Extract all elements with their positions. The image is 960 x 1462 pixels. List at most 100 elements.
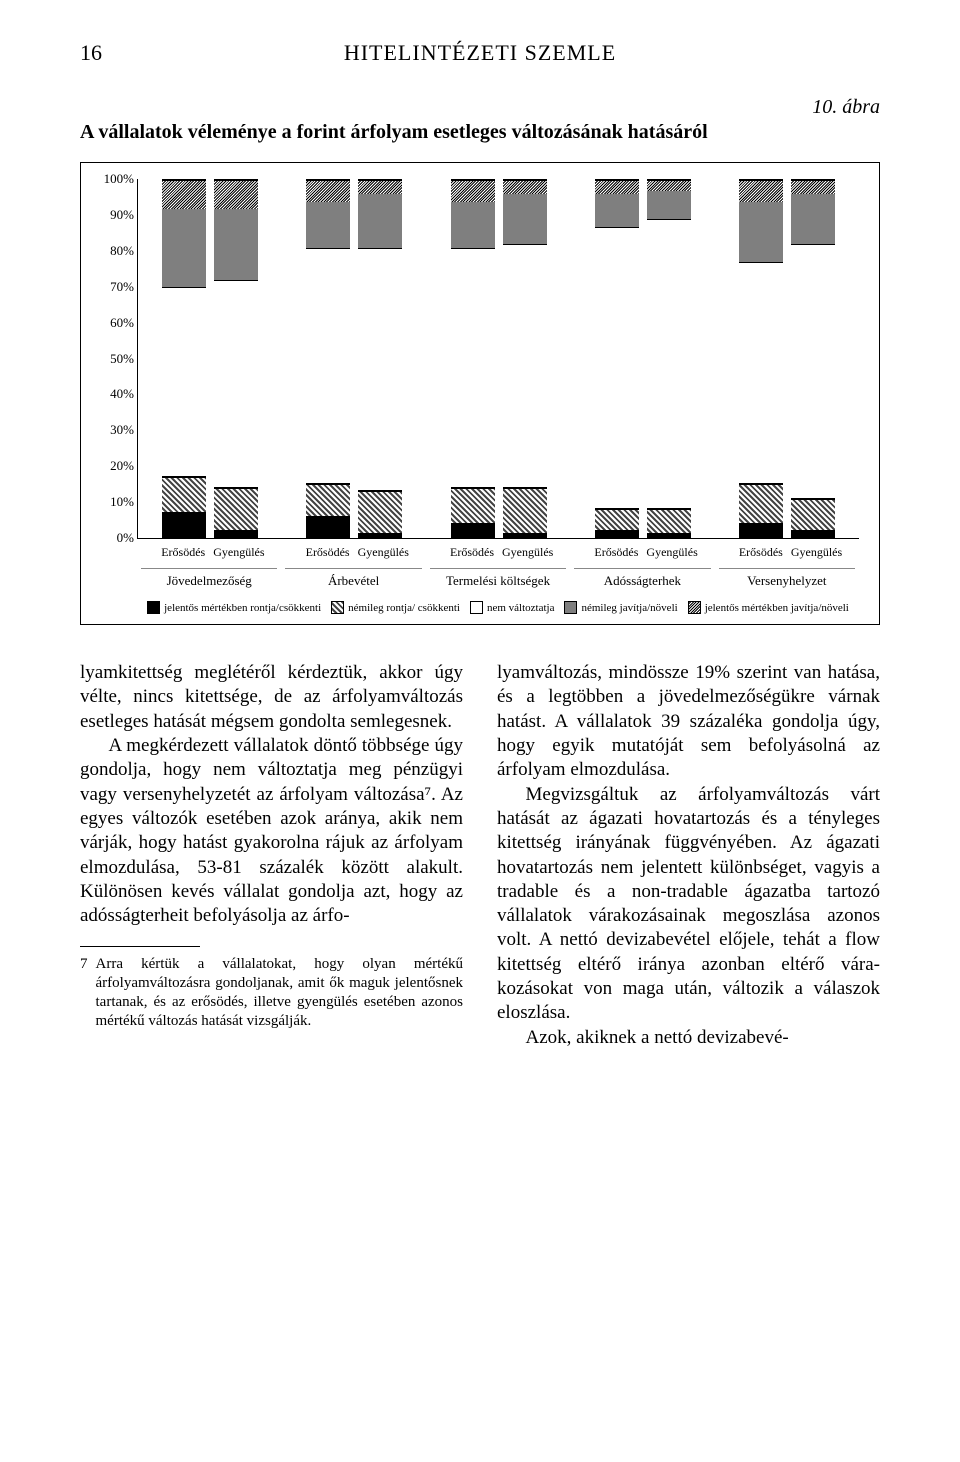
ytick: 40% <box>96 386 134 402</box>
xlabel-sub: Erősödés <box>739 545 783 560</box>
bar-segment <box>791 180 835 194</box>
bar-segment <box>739 524 783 538</box>
body-text: lyamkitettség meglétéről kérdeztük, akko… <box>80 661 880 1050</box>
bar-segment <box>214 180 258 209</box>
bar-segment <box>791 499 835 531</box>
bar-segment <box>647 509 691 534</box>
figure-title: A vállalatok véleménye a forint árfolyam… <box>80 121 880 144</box>
bar-segment <box>503 534 547 538</box>
ytick: 80% <box>96 243 134 259</box>
xlabel-main: Jövedelmezőség <box>141 568 277 589</box>
xlabel-sub-group: Erősödés Gyengülés <box>281 545 425 560</box>
journal-title: HITELINTÉZETI SZEMLE <box>80 40 880 66</box>
legend-label: jelentős mértékben javítja/növeli <box>705 602 849 614</box>
ytick: 20% <box>96 458 134 474</box>
legend-label: jelentős mértékben rontja/csökkenti <box>164 602 321 614</box>
bar-segment <box>451 488 495 524</box>
bar-segment <box>162 180 206 209</box>
paragraph: lyamkitettség meglétéről kérdeztük, akko… <box>80 661 463 734</box>
bar-segment <box>647 180 691 191</box>
bar-segment <box>595 180 639 194</box>
bar-segment <box>162 209 206 288</box>
xlabels-sub: ErősödésGyengülésErősödésGyengülésErősöd… <box>137 545 859 560</box>
bar <box>306 179 350 538</box>
bar-segment <box>451 248 495 488</box>
bar-segment <box>503 180 547 194</box>
bar-segment <box>739 484 783 523</box>
paragraph: Megvizsgáltuk az árfolyamváltozás várt h… <box>497 783 880 1026</box>
legend-swatch <box>147 601 160 614</box>
ytick: 30% <box>96 422 134 438</box>
bar-segment <box>503 488 547 535</box>
bar-group <box>715 179 859 538</box>
left-column: lyamkitettség meglétéről kérdeztük, akko… <box>80 661 463 1050</box>
right-column: lyamváltozás, mindössze 19% szerint van … <box>497 661 880 1050</box>
bar-segment <box>595 509 639 530</box>
page-header: 16 HITELINTÉZETI SZEMLE <box>80 40 880 66</box>
xlabel-sub-group: Erősödés Gyengülés <box>570 545 714 560</box>
xlabel-sub: Erősödés <box>450 545 494 560</box>
ytick: 10% <box>96 494 134 510</box>
legend-item: nem változtatja <box>470 601 555 614</box>
bar-segment <box>451 202 495 249</box>
bar <box>791 179 835 538</box>
bar-segment <box>306 484 350 516</box>
footnote: 7 Arra kértük a vállalatokat, hogy olyan… <box>80 955 463 1030</box>
legend-swatch <box>564 601 577 614</box>
bar-segment <box>739 202 783 263</box>
bar-segment <box>214 488 258 531</box>
bar <box>214 179 258 538</box>
xlabel-sub: Gyengülés <box>791 545 835 560</box>
bar-segment <box>306 202 350 249</box>
xlabel-sub: Erősödés <box>594 545 638 560</box>
xlabel-sub-group: Erősödés Gyengülés <box>426 545 570 560</box>
chart-legend: jelentős mértékben rontja/csökkenti némil… <box>137 601 859 614</box>
bar-segment <box>358 180 402 194</box>
bar-segment <box>503 194 547 244</box>
bar-segment <box>358 491 402 534</box>
bar <box>503 179 547 538</box>
bar-segment <box>358 248 402 491</box>
legend-item: jelentős mértékben javítja/növeli <box>688 601 849 614</box>
xlabel-sub: Gyengülés <box>502 545 546 560</box>
xlabel-sub: Erősödés <box>161 545 205 560</box>
bar-segment <box>647 534 691 538</box>
bar-segment <box>647 219 691 509</box>
bar-segment <box>647 191 691 220</box>
chart-box: 0%10%20%30%40%50%60%70%80%90%100% Erősöd… <box>80 162 880 625</box>
ytick: 50% <box>96 351 134 367</box>
bar <box>162 179 206 538</box>
bar-segment <box>358 534 402 538</box>
legend-item: jelentős mértékben rontja/csökkenti <box>147 601 321 614</box>
bar-segment <box>214 209 258 281</box>
bar-segment <box>306 517 350 538</box>
bar-segment <box>306 180 350 201</box>
bar-segment <box>791 531 835 538</box>
ytick: 60% <box>96 315 134 331</box>
bar-group <box>282 179 426 538</box>
xlabel-sub-group: Erősödés Gyengülés <box>137 545 281 560</box>
ytick: 100% <box>96 171 134 187</box>
xlabel-sub: Gyengülés <box>646 545 690 560</box>
xlabel-sub: Erősödés <box>306 545 350 560</box>
bar-segment <box>162 477 206 513</box>
footnote-number: 7 <box>80 955 88 1030</box>
bar-segment <box>306 248 350 484</box>
bar-segment <box>214 531 258 538</box>
figure-label: 10. ábra <box>80 96 880 119</box>
xlabel-sub: Gyengülés <box>358 545 402 560</box>
bar-segment <box>739 180 783 201</box>
bars-container <box>138 179 859 538</box>
bar-segment <box>162 287 206 477</box>
chart-area: 0%10%20%30%40%50%60%70%80%90%100% <box>137 179 859 539</box>
legend-swatch <box>470 601 483 614</box>
paragraph: lyamváltozás, mindössze 19% szerint van … <box>497 661 880 783</box>
xlabel-main: Adósságterhek <box>574 568 710 589</box>
legend-label: némileg javítja/növeli <box>581 602 677 614</box>
legend-swatch <box>688 601 701 614</box>
xlabel-sub: Gyengülés <box>213 545 257 560</box>
ytick: 70% <box>96 279 134 295</box>
bar-segment <box>791 244 835 498</box>
xlabel-main: Termelési költségek <box>430 568 566 589</box>
bar-group <box>426 179 570 538</box>
